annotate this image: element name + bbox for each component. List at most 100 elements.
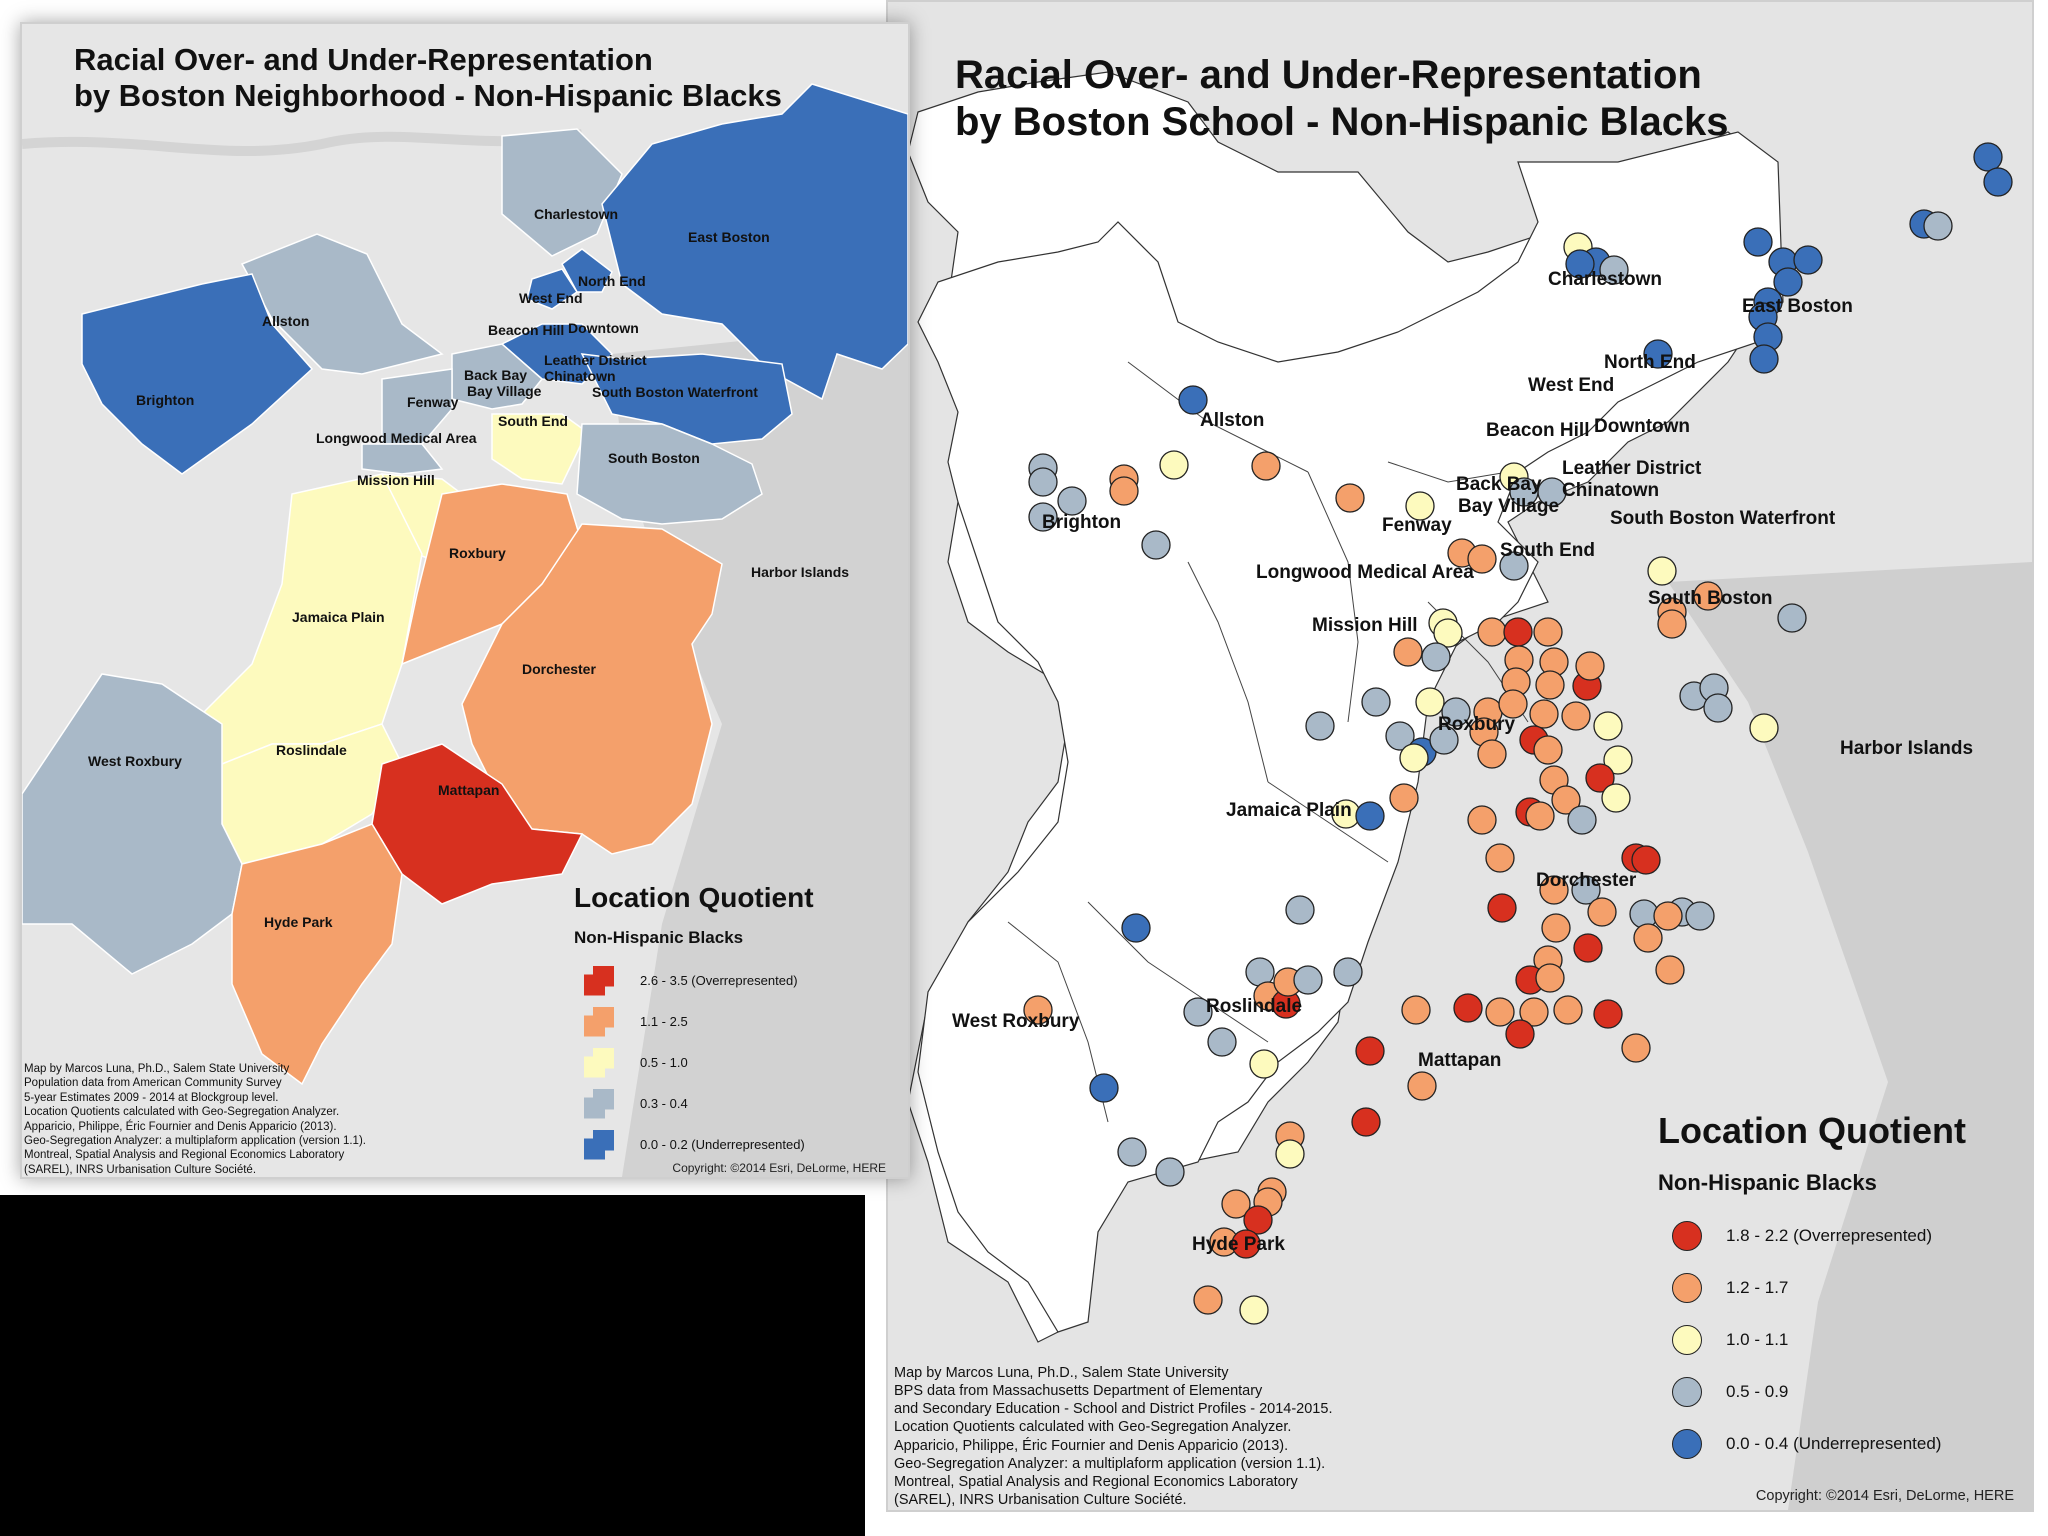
- school-dot[interactable]: [1749, 713, 1779, 743]
- school-dot[interactable]: [1155, 1157, 1185, 1187]
- school-dot[interactable]: [1477, 739, 1507, 769]
- school-dot[interactable]: [1529, 699, 1559, 729]
- school-dot[interactable]: [1385, 721, 1415, 751]
- school-dot[interactable]: [1249, 1049, 1279, 1079]
- school-dot[interactable]: [1535, 670, 1565, 700]
- school-dot[interactable]: [1647, 556, 1677, 586]
- school-dot[interactable]: [1453, 993, 1483, 1023]
- school-dot[interactable]: [1533, 617, 1563, 647]
- school-dot[interactable]: [1655, 955, 1685, 985]
- school-dot[interactable]: [1643, 339, 1673, 369]
- school-dot[interactable]: [1405, 491, 1435, 521]
- school-dot[interactable]: [1685, 901, 1715, 931]
- school-dot[interactable]: [1535, 963, 1565, 993]
- school-dot[interactable]: [1565, 249, 1595, 279]
- school-dot[interactable]: [1585, 763, 1615, 793]
- school-dot[interactable]: [1251, 451, 1281, 481]
- region-east-boston[interactable]: [601, 83, 908, 401]
- school-dot[interactable]: [1193, 1285, 1223, 1315]
- school-dot[interactable]: [1703, 693, 1733, 723]
- school-dot[interactable]: [1561, 701, 1591, 731]
- school-dot[interactable]: [1285, 895, 1315, 925]
- school-dot[interactable]: [1178, 385, 1208, 415]
- school-dot[interactable]: [1275, 1139, 1305, 1169]
- school-dot[interactable]: [1305, 711, 1335, 741]
- school-dot[interactable]: [1243, 1205, 1273, 1235]
- school-dot[interactable]: [1393, 637, 1423, 667]
- school-dot[interactable]: [1749, 344, 1779, 374]
- region-south-end[interactable]: [491, 413, 588, 485]
- region-longwood[interactable]: [361, 443, 444, 475]
- school-dot[interactable]: [1441, 697, 1471, 727]
- school-dot[interactable]: [1983, 167, 2013, 197]
- school-dot[interactable]: [1777, 603, 1807, 633]
- school-dot[interactable]: [1485, 843, 1515, 873]
- school-dot[interactable]: [1587, 897, 1617, 927]
- school-dot[interactable]: [1633, 923, 1663, 953]
- region-charlestown[interactable]: [501, 128, 623, 257]
- school-dot[interactable]: [1421, 642, 1451, 672]
- school-dot[interactable]: [1773, 267, 1803, 297]
- school-dot[interactable]: [1399, 743, 1429, 773]
- school-dot[interactable]: [1355, 801, 1385, 831]
- school-dot[interactable]: [1539, 875, 1569, 905]
- school-dot[interactable]: [1333, 957, 1363, 987]
- school-dot[interactable]: [1477, 617, 1507, 647]
- school-dot[interactable]: [1141, 530, 1171, 560]
- region-hyde-park[interactable]: [231, 823, 403, 1086]
- school-dot[interactable]: [1653, 901, 1683, 931]
- school-dot[interactable]: [1389, 783, 1419, 813]
- school-dot[interactable]: [1221, 1189, 1251, 1219]
- school-dot[interactable]: [1028, 502, 1058, 532]
- school-dot[interactable]: [1485, 997, 1515, 1027]
- school-dot[interactable]: [1089, 1073, 1119, 1103]
- region-south-boston-waterfront[interactable]: [580, 353, 793, 445]
- school-dot[interactable]: [1429, 725, 1459, 755]
- school-dot[interactable]: [1575, 651, 1605, 681]
- school-dot[interactable]: [1407, 1071, 1437, 1101]
- school-dot[interactable]: [1498, 689, 1528, 719]
- school-dot[interactable]: [1693, 581, 1723, 611]
- school-dot[interactable]: [1467, 544, 1497, 574]
- school-dot[interactable]: [1593, 711, 1623, 741]
- school-dot[interactable]: [1603, 745, 1633, 775]
- school-dot[interactable]: [1117, 1137, 1147, 1167]
- school-dot[interactable]: [1525, 801, 1555, 831]
- school-dot[interactable]: [1553, 995, 1583, 1025]
- school-dot[interactable]: [1121, 913, 1151, 943]
- school-dot[interactable]: [1621, 1033, 1651, 1063]
- school-dot[interactable]: [1293, 965, 1323, 995]
- school-dot[interactable]: [1415, 687, 1445, 717]
- school-dot[interactable]: [1519, 997, 1549, 1027]
- school-dot[interactable]: [1657, 609, 1687, 639]
- school-dot[interactable]: [1573, 933, 1603, 963]
- school-dot[interactable]: [1355, 1036, 1385, 1066]
- school-dot[interactable]: [1499, 551, 1529, 581]
- school-dot[interactable]: [1023, 995, 1053, 1025]
- region-brighton[interactable]: [81, 273, 314, 475]
- school-dot[interactable]: [1551, 785, 1581, 815]
- school-dot[interactable]: [1028, 467, 1058, 497]
- school-dot[interactable]: [1159, 450, 1189, 480]
- school-dot[interactable]: [1433, 618, 1463, 648]
- school-dot[interactable]: [1505, 1019, 1535, 1049]
- school-dot[interactable]: [1351, 1107, 1381, 1137]
- school-dot[interactable]: [1183, 997, 1213, 1027]
- school-dot[interactable]: [1973, 142, 2003, 172]
- school-dot[interactable]: [1467, 805, 1497, 835]
- region-dorchester[interactable]: [461, 523, 723, 855]
- region-fenway[interactable]: [381, 368, 453, 445]
- school-dot[interactable]: [1401, 995, 1431, 1025]
- school-dot[interactable]: [1503, 617, 1533, 647]
- school-dot[interactable]: [1599, 255, 1629, 285]
- school-dot[interactable]: [1631, 845, 1661, 875]
- region-west-end[interactable]: [526, 268, 579, 310]
- school-dot[interactable]: [1487, 893, 1517, 923]
- school-dot[interactable]: [1109, 476, 1139, 506]
- school-dot[interactable]: [1601, 783, 1631, 813]
- school-dot[interactable]: [1207, 1027, 1237, 1057]
- school-dot[interactable]: [1571, 875, 1601, 905]
- school-dot[interactable]: [1743, 227, 1773, 257]
- school-dot[interactable]: [1231, 1229, 1261, 1259]
- school-dot[interactable]: [1239, 1295, 1269, 1325]
